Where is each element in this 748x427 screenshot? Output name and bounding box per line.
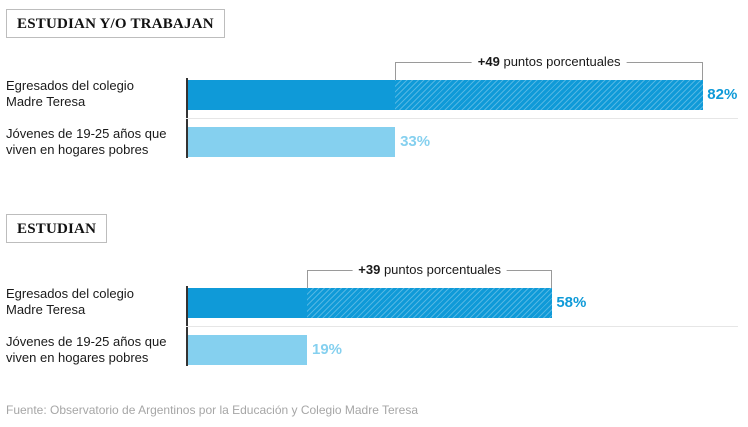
chart-2-difference-label: +39 puntos porcentuales xyxy=(352,262,508,278)
chart-2-bar-jovenes xyxy=(187,335,307,365)
chart-1-difference-label: +49 puntos porcentuales xyxy=(471,54,627,70)
chart-1-bar-egresados-base xyxy=(187,80,396,110)
chart-1-value-egresados: 82% xyxy=(707,86,738,103)
row-label-line: Egresados del colegio xyxy=(6,78,134,93)
difference-text: puntos porcentuales xyxy=(383,262,502,277)
chart-1-row-2-label: Jóvenes de 19-25 años que viven en hogar… xyxy=(6,126,184,158)
chart-1-bar-egresados-difference xyxy=(395,80,704,110)
row-label-line: Jóvenes de 19-25 años que xyxy=(6,334,167,349)
row-label-line: Jóvenes de 19-25 años que xyxy=(6,126,167,141)
chart-1-title: ESTUDIAN Y/O TRABAJAN xyxy=(6,9,225,38)
chart-2-row-separator xyxy=(186,326,738,327)
row-label-line: Madre Teresa xyxy=(6,94,86,109)
row-label-line: Madre Teresa xyxy=(6,302,86,317)
source-note: Fuente: Observatorio de Argentinos por l… xyxy=(6,403,419,417)
difference-value: +39 xyxy=(358,262,381,277)
difference-value: +49 xyxy=(477,54,500,69)
row-label-line: Egresados del colegio xyxy=(6,286,134,301)
difference-text: puntos porcentuales xyxy=(503,54,621,69)
row-label-line: viven en hogares pobres xyxy=(6,142,149,157)
chart-1-row-1-label: Egresados del colegio Madre Teresa xyxy=(6,78,184,110)
chart-2-value-jovenes: 19% xyxy=(312,341,343,358)
chart-1-row-separator xyxy=(186,118,738,119)
chart-2-row-1-label: Egresados del colegio Madre Teresa xyxy=(6,286,184,318)
row-label-line: viven en hogares pobres xyxy=(6,350,149,365)
chart-2-title: ESTUDIAN xyxy=(6,214,108,243)
chart-2-bar-egresados-base xyxy=(187,288,307,318)
chart-2-value-egresados: 58% xyxy=(556,294,587,311)
chart-2-bar-egresados-difference xyxy=(307,288,553,318)
chart-1-value-jovenes: 33% xyxy=(400,133,431,150)
chart-1-bar-jovenes xyxy=(187,127,396,157)
chart-2-row-2-label: Jóvenes de 19-25 años que viven en hogar… xyxy=(6,334,184,366)
